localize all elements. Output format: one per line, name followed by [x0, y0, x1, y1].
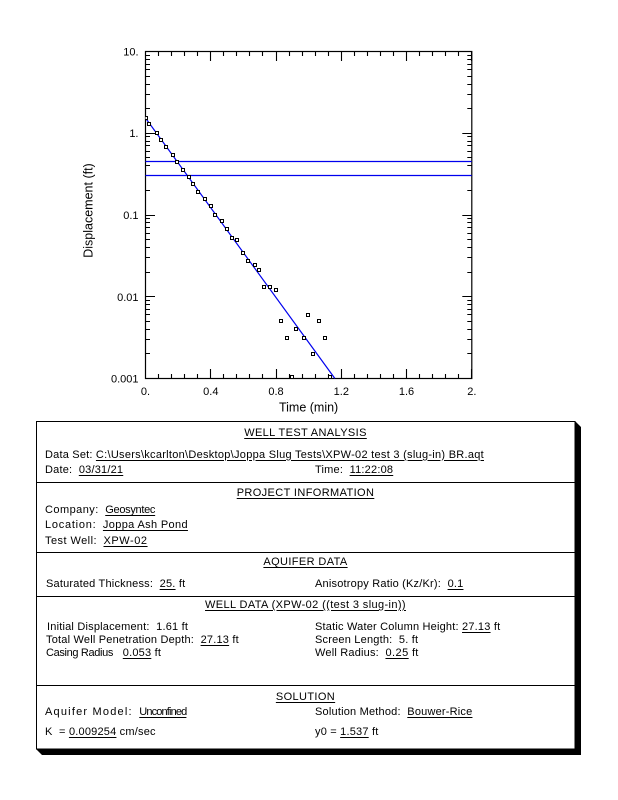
svg-text:0.1: 0.1 — [123, 210, 138, 222]
svg-text:1.6: 1.6 — [399, 386, 414, 398]
svg-text:2.: 2. — [467, 386, 476, 398]
svg-text:0.01: 0.01 — [117, 292, 138, 304]
svg-text:0.8: 0.8 — [268, 386, 283, 398]
svg-text:1.: 1. — [129, 128, 138, 140]
svg-text:0.: 0. — [141, 386, 150, 398]
svg-text:Time (min): Time (min) — [279, 401, 338, 415]
svg-text:10.: 10. — [123, 47, 138, 59]
svg-text:Displacement (ft): Displacement (ft) — [82, 163, 96, 257]
svg-text:1.2: 1.2 — [334, 386, 349, 398]
svg-text:0.001: 0.001 — [111, 374, 139, 386]
svg-text:0.4: 0.4 — [203, 386, 218, 398]
